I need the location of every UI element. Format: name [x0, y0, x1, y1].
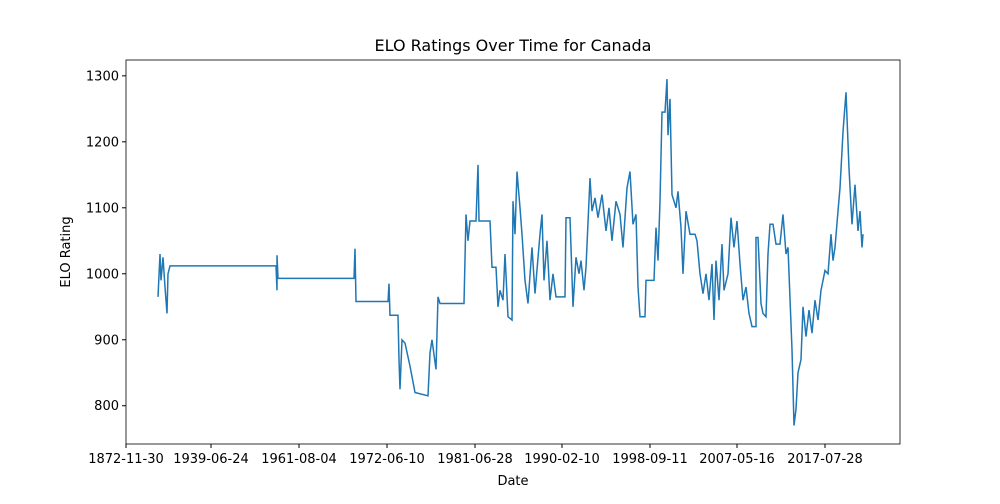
x-tick-label: 1990-02-10: [524, 452, 600, 467]
x-tick-label: 1998-09-11: [612, 452, 688, 467]
y-axis-label: ELO Rating: [59, 216, 74, 287]
x-tick-label: 1872-11-30: [88, 452, 164, 467]
y-tick-label: 800: [94, 399, 119, 414]
chart-title: ELO Ratings Over Time for Canada: [375, 36, 652, 55]
plot-frame: [125, 59, 901, 445]
x-tick-label: 1972-06-10: [349, 452, 425, 467]
data-line: [157, 79, 864, 426]
x-tick-label: 1981-06-28: [437, 452, 513, 467]
y-tick-label: 1000: [86, 267, 119, 282]
y-tick-label: 900: [94, 333, 119, 348]
y-tick-label: 1200: [86, 135, 119, 150]
x-tick-label: 2017-07-28: [787, 452, 863, 467]
x-tick-label: 1961-08-04: [261, 452, 337, 467]
x-tick-label: 2007-05-16: [699, 452, 775, 467]
x-axis-label: Date: [497, 474, 528, 489]
y-tick-label: 1100: [86, 201, 119, 216]
y-tick-label: 1300: [86, 69, 119, 84]
x-tick-label: 1939-06-24: [173, 452, 249, 467]
